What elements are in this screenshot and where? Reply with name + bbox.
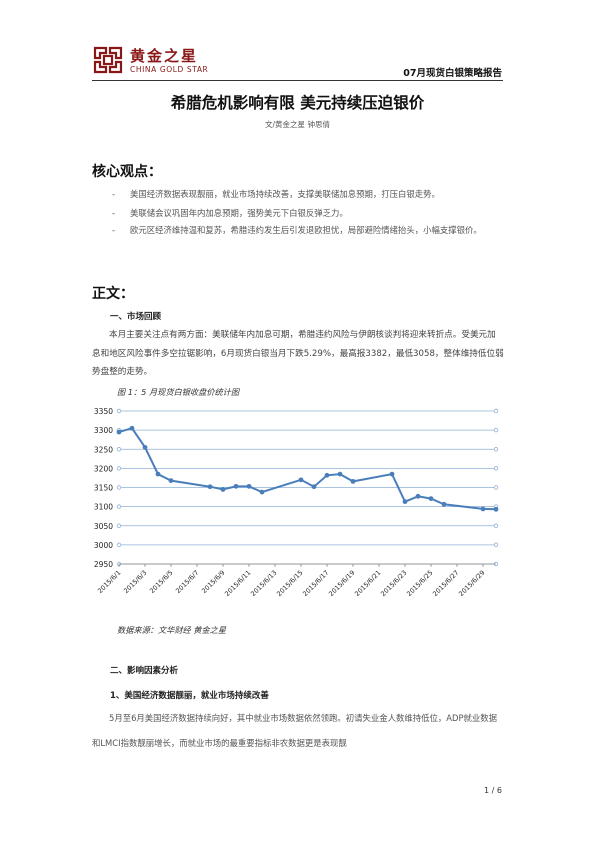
gridline-marker	[116, 504, 122, 509]
body-heading: 正文：	[92, 286, 134, 302]
figure-caption: 图 1：5 月现货白银收盘价统计图	[117, 387, 240, 397]
data-point	[142, 444, 148, 450]
data-point	[493, 506, 499, 512]
section-title-1: 一、市场回顾	[110, 312, 162, 322]
gridline-marker	[116, 542, 122, 548]
core-heading: 核心观点：	[92, 164, 162, 180]
gridline-marker	[493, 523, 499, 528]
data-point	[155, 471, 161, 477]
x-tick-label: 2015/6/29	[457, 569, 486, 598]
page-title: 希腊危机影响有限 美元持续压迫银价	[170, 94, 425, 112]
x-tick-label: 2015/6/25	[405, 569, 434, 598]
x-tick-label: 2015/6/27	[431, 569, 460, 598]
data-point	[324, 472, 330, 478]
y-tick-label: 3050	[94, 522, 113, 531]
x-tick-label: 2015/6/11	[223, 569, 252, 598]
data-point	[129, 425, 135, 431]
x-tick-label: 2015/6/7	[174, 569, 200, 595]
data-point	[350, 478, 356, 484]
data-source: 数据来源：文华财经 黄金之星	[117, 625, 227, 635]
x-tick-label: 2015/6/23	[379, 569, 408, 598]
gridline-marker	[116, 466, 122, 471]
core-bullet-2: - 美联储会议巩固年内加息预期，强势美元下白银反弹乏力。	[112, 208, 348, 218]
logo-icon	[93, 46, 123, 74]
header-rule	[92, 80, 503, 81]
silver-price-chart: 2950 3000 3050 3100 3150 3200 3250 3300 3350 2015…	[94, 407, 499, 598]
market-review-paragraph: 本月主要关注点有两方面：美联储年内加息可期，希腊违约风险与伊朗核谈判将迎来转折点…	[92, 330, 504, 377]
x-tick-label: 2015/6/19	[327, 569, 356, 598]
section-title-2: 二、影响因素分析	[110, 666, 179, 676]
y-tick-label: 3100	[94, 503, 113, 512]
page-number: 1 / 6	[484, 786, 502, 795]
x-tick-label: 2015/6/15	[275, 569, 304, 598]
y-tick-label: 3150	[94, 484, 113, 493]
y-tick-label: 3350	[94, 407, 113, 416]
y-tick-label: 3300	[94, 426, 113, 435]
data-point	[259, 489, 265, 495]
core-bullet-text: 欧元区经济维持温和复苏，希腊违约发生后引发退欧担忧，局部避险情绪抬头，小幅支撑银…	[130, 225, 482, 235]
gridline-marker	[493, 408, 499, 414]
gridline-marker	[493, 447, 499, 452]
gridline-marker	[493, 427, 499, 433]
y-tick-label: 3000	[94, 541, 113, 550]
gridline-marker	[493, 466, 499, 471]
gridline-marker	[116, 408, 122, 414]
data-point	[389, 471, 395, 477]
data-point	[207, 484, 213, 490]
x-tick-label: 2015/6/21	[353, 569, 382, 598]
report-name: 07月现货白银策略报告	[403, 68, 502, 79]
data-point	[298, 477, 304, 483]
data-point	[220, 487, 226, 492]
x-tick-label: 2015/6/17	[301, 569, 330, 598]
byline: 文/黄金之星 钟思倩	[265, 120, 330, 129]
data-point	[311, 484, 317, 490]
data-point	[402, 499, 408, 505]
factor-paragraph: 5月至6月美国经济数据持续向好，其中就业市场数据依然领跑。初请失业金人数维持低位…	[92, 713, 498, 748]
brand-name: 黄金之星	[130, 47, 199, 65]
data-point	[246, 483, 252, 489]
series-line	[118, 427, 497, 511]
x-tick-label: 2015/6/5	[148, 569, 174, 595]
gridline-marker	[116, 485, 122, 490]
x-tick-label: 2015/6/13	[249, 569, 278, 598]
core-bullet-text: 美国经济数据表现靓丽，就业市场持续改善，支撑美联储加息预期，打压白银走势。	[130, 189, 440, 199]
x-tick-label: 2015/6/9	[200, 569, 226, 595]
y-tick-label: 3250	[94, 445, 113, 454]
gridline-marker	[116, 523, 122, 528]
data-point	[480, 506, 486, 512]
brand-name-en: CHINA GOLD STAR	[130, 65, 209, 74]
data-point	[441, 501, 447, 507]
data-point	[233, 483, 239, 489]
data-point	[116, 429, 122, 435]
data-point	[168, 478, 174, 484]
data-point	[428, 496, 434, 501]
core-bullet-1: - 美国经济数据表现靓丽，就业市场持续改善，支撑美联储加息预期，打压白银走势。	[112, 189, 440, 199]
y-tick-label: 2950	[94, 560, 113, 569]
gridline-marker	[116, 447, 122, 452]
data-point	[415, 493, 421, 499]
subsection-title: 1、美国经济数据靓丽，就业市场持续改善	[110, 691, 269, 701]
x-tick-label: 2015/6/1	[96, 569, 122, 595]
y-tick-label: 3200	[94, 464, 113, 473]
core-bullet-text: 美联储会议巩固年内加息预期，强势美元下白银反弹乏力。	[130, 208, 348, 218]
data-point	[337, 471, 343, 477]
gridline-marker	[493, 542, 499, 548]
x-tick-label: 2015/6/3	[122, 569, 148, 595]
core-bullet-3: - 欧元区经济维持温和复苏，希腊违约发生后引发退欧担忧，局部避险情绪抬头，小幅支撑…	[112, 225, 482, 235]
gridline-marker	[493, 485, 499, 490]
